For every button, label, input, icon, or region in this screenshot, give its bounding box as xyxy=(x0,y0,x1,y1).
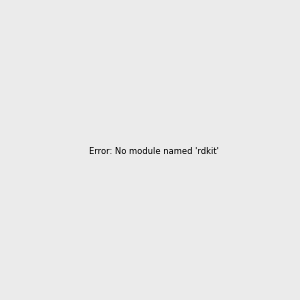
Text: Error: No module named 'rdkit': Error: No module named 'rdkit' xyxy=(89,147,219,156)
